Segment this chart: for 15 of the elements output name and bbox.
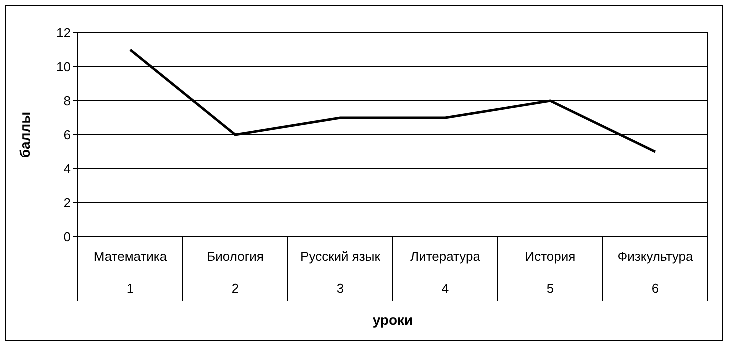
category-label: Литература 4: [410, 249, 480, 296]
category-label: Физкультура 6: [618, 249, 694, 296]
y-tick-label: 0: [64, 230, 71, 245]
y-axis-title: баллы: [16, 112, 33, 158]
y-tick-label: 8: [64, 94, 71, 109]
category-label: Математика 1: [94, 249, 168, 296]
x-axis-title: уроки: [372, 312, 414, 328]
category-label: Русский язык 3: [300, 249, 380, 296]
y-tick-label: 2: [64, 196, 71, 211]
y-tick-label: 10: [56, 60, 71, 75]
y-tick-label: 6: [64, 128, 71, 143]
category-label: История 5: [525, 249, 576, 296]
y-tick-label: 4: [64, 162, 71, 177]
y-tick-label: 12: [56, 26, 71, 41]
category-label: Биология 2: [207, 249, 264, 296]
